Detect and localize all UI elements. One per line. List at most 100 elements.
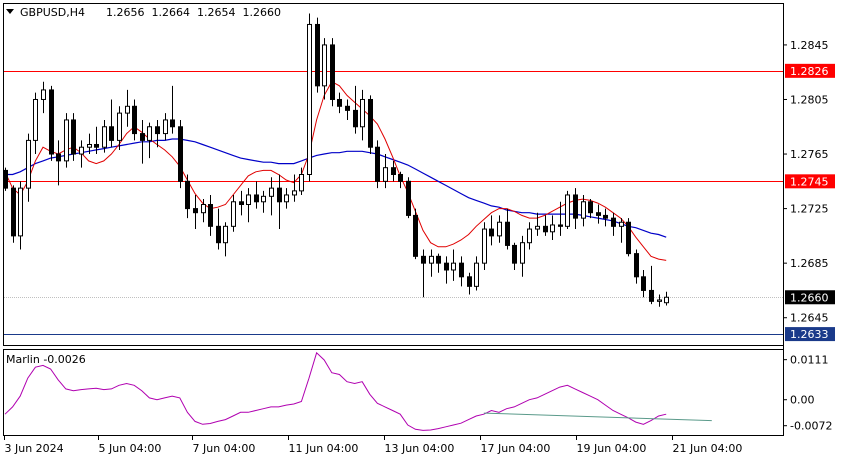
candle[interactable]: [588, 199, 593, 219]
candle[interactable]: [315, 17, 320, 93]
candle[interactable]: [284, 188, 289, 209]
candle[interactable]: [277, 174, 282, 230]
candle[interactable]: [573, 188, 578, 230]
candle[interactable]: [520, 235, 525, 277]
candle[interactable]: [193, 194, 198, 230]
candle[interactable]: [535, 212, 540, 236]
candle[interactable]: [261, 190, 266, 213]
candle[interactable]: [254, 181, 259, 209]
candle[interactable]: [596, 204, 601, 224]
time-axis-ticks: 3 Jun 2024 5 Jun 04:00 7 Jun 04:00 11 Jun 0…: [4, 436, 742, 455]
candle[interactable]: [109, 99, 114, 148]
candle[interactable]: [634, 249, 639, 284]
candle[interactable]: [178, 119, 183, 189]
candle[interactable]: [216, 208, 221, 250]
candle[interactable]: [619, 218, 624, 243]
candle[interactable]: [436, 253, 441, 273]
candle[interactable]: [87, 133, 92, 155]
candle[interactable]: [375, 140, 380, 189]
candle[interactable]: [398, 171, 403, 189]
time-tick-label: 3 Jun 2024: [5, 442, 64, 455]
candle[interactable]: [307, 13, 312, 182]
candle[interactable]: [64, 113, 69, 168]
candle[interactable]: [489, 215, 494, 246]
candle[interactable]: [94, 126, 99, 155]
candle[interactable]: [505, 208, 510, 250]
candle[interactable]: [429, 249, 434, 277]
candle[interactable]: [565, 190, 570, 230]
candle[interactable]: [170, 85, 175, 134]
candle-body: [11, 187, 16, 237]
symbol-label[interactable]: GBPUSD,H4: [20, 6, 85, 19]
candle[interactable]: [117, 106, 122, 150]
candle[interactable]: [626, 218, 631, 257]
candle[interactable]: [49, 85, 54, 161]
candle[interactable]: [391, 160, 396, 182]
candle[interactable]: [223, 222, 228, 257]
candle[interactable]: [33, 92, 38, 155]
candle[interactable]: [543, 215, 548, 236]
candle[interactable]: [56, 140, 61, 186]
candle[interactable]: [3, 167, 8, 191]
symbol-dropdown-icon[interactable]: [6, 9, 14, 14]
candle[interactable]: [512, 242, 517, 270]
candle[interactable]: [239, 190, 244, 216]
candle[interactable]: [550, 215, 555, 240]
candle[interactable]: [641, 269, 646, 298]
candle[interactable]: [345, 99, 350, 120]
candle[interactable]: [11, 185, 16, 243]
candle[interactable]: [353, 85, 358, 134]
candle[interactable]: [603, 208, 608, 227]
candle[interactable]: [292, 174, 297, 202]
candle[interactable]: [125, 89, 130, 127]
candle[interactable]: [451, 249, 456, 281]
candle[interactable]: [155, 119, 160, 148]
candle[interactable]: [581, 194, 586, 227]
candle-body: [109, 126, 114, 141]
candle[interactable]: [497, 215, 502, 243]
candle-body: [315, 23, 320, 87]
candle[interactable]: [140, 119, 145, 164]
candle[interactable]: [657, 294, 662, 307]
candle[interactable]: [185, 174, 190, 219]
candle[interactable]: [368, 95, 373, 155]
candle[interactable]: [649, 265, 654, 305]
oscillator-trendline[interactable]: [483, 412, 712, 422]
candle[interactable]: [102, 119, 107, 153]
candle[interactable]: [41, 81, 46, 114]
candle[interactable]: [71, 113, 76, 161]
candle[interactable]: [421, 249, 426, 298]
candle[interactable]: [299, 167, 304, 195]
candle[interactable]: [330, 38, 335, 107]
candle-body: [231, 201, 236, 227]
candle[interactable]: [147, 122, 152, 159]
candle[interactable]: [664, 291, 669, 306]
candle[interactable]: [231, 194, 236, 232]
candle[interactable]: [269, 177, 274, 216]
candle[interactable]: [527, 222, 532, 250]
candle[interactable]: [208, 194, 213, 236]
candle[interactable]: [26, 133, 31, 202]
candle[interactable]: [474, 256, 479, 291]
candle[interactable]: [482, 222, 487, 270]
candle[interactable]: [201, 199, 206, 223]
candle[interactable]: [459, 256, 464, 287]
time-tick-label: 7 Jun 04:00: [193, 442, 256, 455]
candle[interactable]: [413, 208, 418, 260]
candle[interactable]: [383, 154, 388, 189]
candle[interactable]: [322, 38, 327, 100]
candle[interactable]: [79, 140, 84, 168]
candle[interactable]: [406, 177, 411, 219]
candle[interactable]: [246, 188, 251, 223]
candle[interactable]: [611, 212, 616, 236]
candle-body: [383, 167, 388, 182]
candle[interactable]: [444, 256, 449, 284]
candle[interactable]: [467, 272, 472, 295]
candle[interactable]: [558, 201, 563, 236]
candle[interactable]: [163, 113, 168, 141]
candle[interactable]: [132, 99, 137, 141]
candle[interactable]: [337, 92, 342, 114]
candle[interactable]: [18, 181, 23, 250]
candle[interactable]: [360, 89, 365, 141]
